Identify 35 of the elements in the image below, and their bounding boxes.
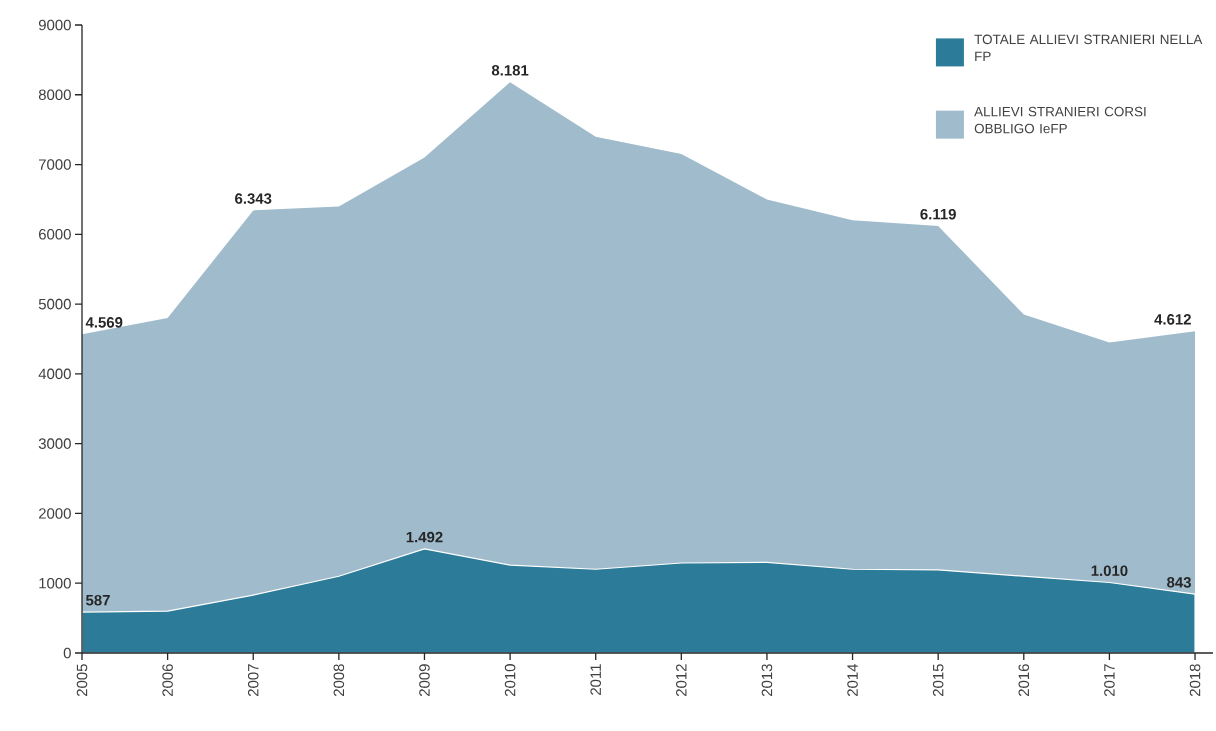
- x-tick-label: 2008: [333, 664, 345, 697]
- x-tick-label: 2005: [76, 664, 88, 697]
- y-tick-label: 6000: [39, 229, 71, 240]
- y-tick-label: 4000: [38, 368, 71, 380]
- y-tick-label: 3000: [38, 438, 71, 449]
- data-label: 843: [1167, 577, 1191, 588]
- x-tick-label: 2018: [1189, 664, 1201, 697]
- legend-label: ALLIEVI STRANIERI CORSI OBBLIGO IeFP: [974, 106, 1146, 134]
- y-tick-label: 5000: [38, 298, 71, 310]
- x-tick-label: 2007: [247, 664, 259, 697]
- x-tick-label: 2013: [761, 664, 773, 697]
- x-tick-label: 2006: [162, 664, 173, 697]
- x-tick-label: 2012: [676, 664, 687, 697]
- data-label: 4.612: [1154, 314, 1191, 325]
- data-label: 8.181: [491, 65, 529, 76]
- data-label: 6.119: [920, 208, 956, 220]
- data-label: 4.569: [85, 317, 123, 328]
- y-tick-label: 2000: [38, 508, 71, 519]
- x-tick-label: 2015: [932, 664, 944, 697]
- data-label: 1.010: [1091, 565, 1128, 576]
- y-tick-label: 9000: [38, 19, 71, 31]
- y-tick-label: 1000: [39, 577, 71, 589]
- y-tick-label: 8000: [38, 89, 71, 101]
- x-tick-label: 2014: [847, 663, 858, 697]
- y-tick-label: 0: [63, 647, 71, 659]
- legend-label: TOTALE ALLIEVI STRANIERI NELLA FP: [974, 34, 1203, 61]
- x-tick-label: 2017: [1104, 664, 1115, 697]
- data-label: 6.343: [235, 193, 272, 204]
- data-label: 587: [85, 594, 110, 606]
- y-tick-label: 7000: [39, 159, 71, 170]
- data-label: 1.492: [406, 531, 443, 543]
- x-tick-label: 2010: [504, 664, 516, 697]
- x-tick-label: 2011: [590, 664, 601, 695]
- x-tick-label: 2009: [419, 664, 430, 697]
- x-tick-label: 2016: [1018, 664, 1030, 697]
